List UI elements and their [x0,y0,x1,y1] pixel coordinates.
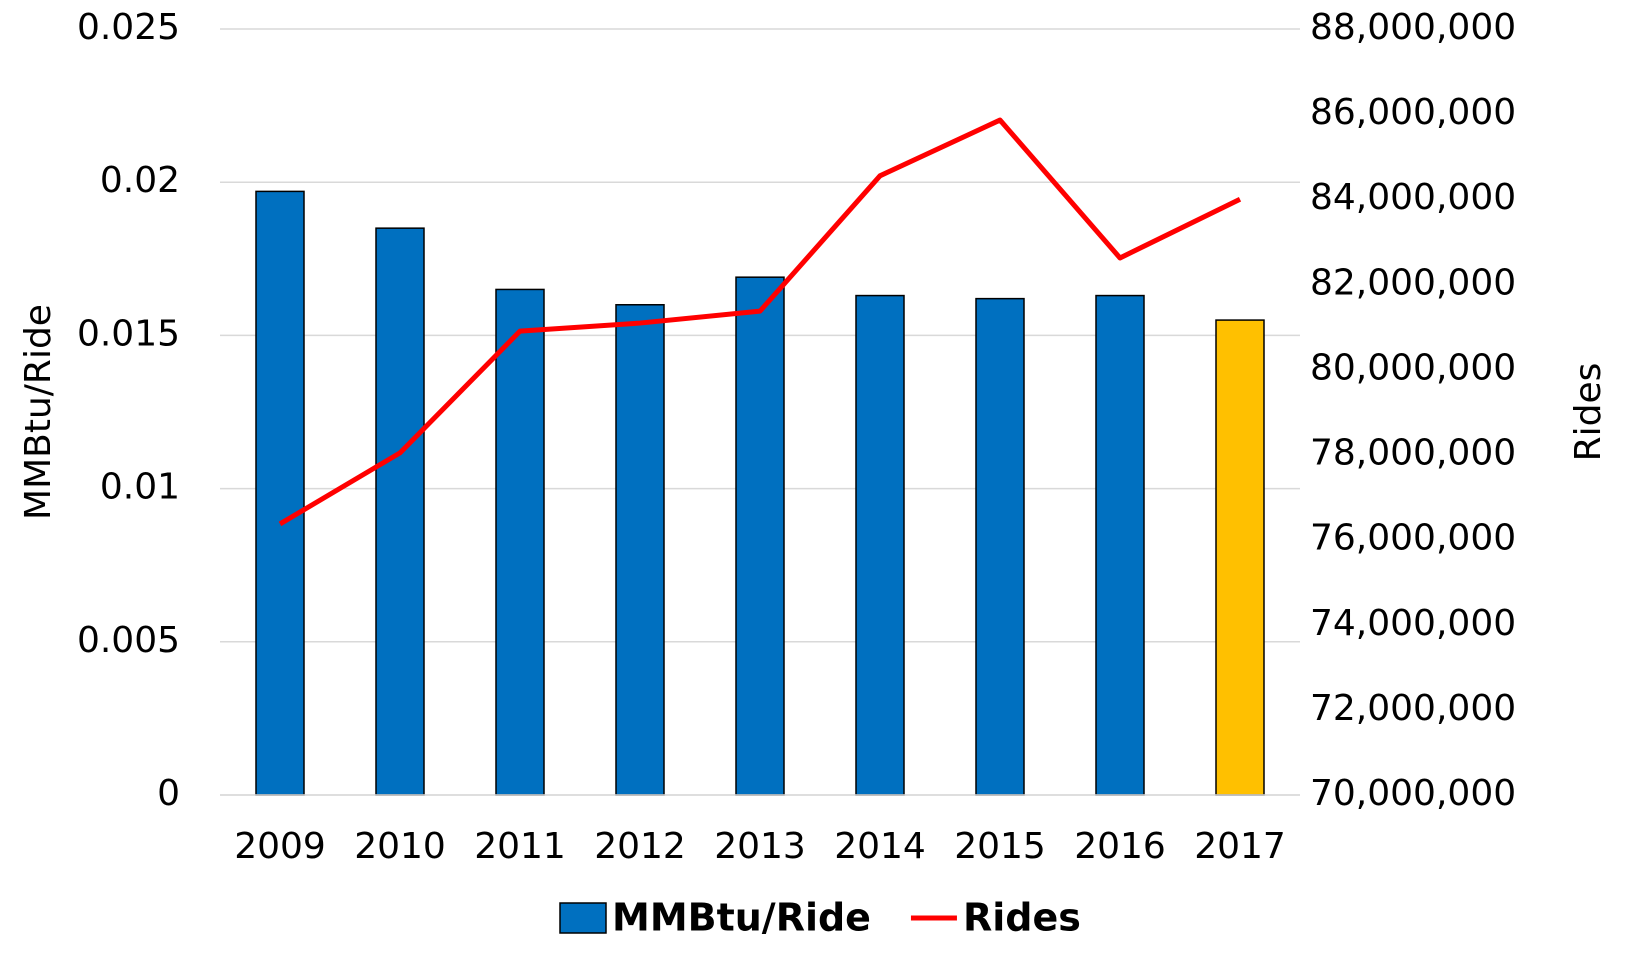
bar [615,304,665,796]
y2-tick-label: 72,000,000 [1310,688,1516,729]
x-tick-label: 2011 [474,826,566,867]
legend-swatch [559,902,607,934]
y-tick-label: 0.015 [77,313,180,354]
bar [1095,294,1145,796]
y-tick-label: 0.02 [100,160,180,201]
y2-tick-label: 80,000,000 [1310,347,1516,388]
bar [855,294,905,796]
y-tick-label: 0.025 [77,7,180,48]
bar [735,276,785,796]
y2-tick-label: 86,000,000 [1310,92,1516,133]
y2-tick-label: 74,000,000 [1310,603,1516,644]
x-tick-label: 2010 [354,826,446,867]
y2-tick-label: 78,000,000 [1310,433,1516,474]
legend: MMBtu/Ride Rides [559,896,1081,940]
y2-tick-label: 70,000,000 [1310,773,1516,814]
y-tick-label: 0.005 [77,620,180,661]
bar [1215,319,1265,796]
line [278,117,1242,527]
y2-tick-label: 76,000,000 [1310,518,1516,559]
y-axis-label: MMBtu/Ride [18,304,59,520]
x-tick-label: 2012 [594,826,686,867]
x-tick-label: 2014 [834,826,926,867]
y-tick-label: 0.01 [100,467,180,508]
bar [375,227,425,796]
y-tick-label: 0 [157,773,180,814]
x-tick-label: 2013 [714,826,806,867]
x-tick-label: 2015 [954,826,1046,867]
bar [975,297,1025,796]
y2-axis-label: Rides [1568,363,1609,462]
x-tick-label: 2016 [1074,826,1166,867]
bar [495,288,545,796]
y2-tick-label: 88,000,000 [1310,7,1516,48]
y2-tick-label: 82,000,000 [1310,262,1516,303]
x-tick-label: 2009 [234,826,326,867]
y2-tick-label: 84,000,000 [1310,177,1516,218]
legend-label: MMBtu/Ride [612,896,871,940]
bar [255,190,305,796]
legend-label: Rides [963,896,1081,940]
x-tick-label: 2017 [1194,826,1286,867]
